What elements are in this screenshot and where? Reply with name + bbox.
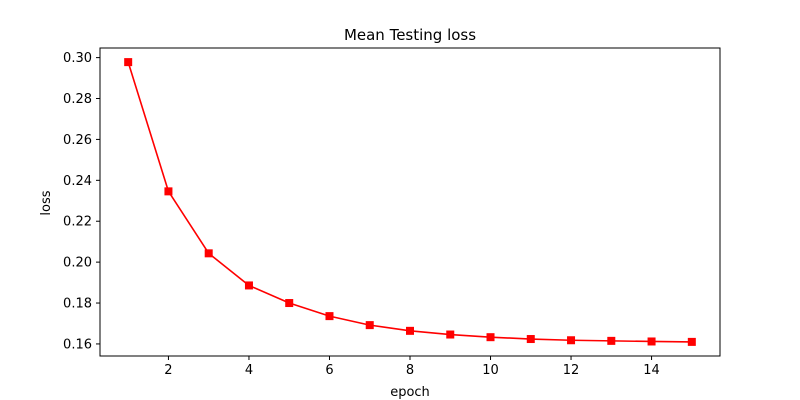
y-tick-label: 0.26 <box>63 133 92 148</box>
y-tick-label: 0.28 <box>63 92 92 107</box>
x-tick-label: 12 <box>563 363 580 378</box>
x-axis-label: epoch <box>390 385 430 400</box>
data-point-marker <box>124 58 133 67</box>
data-point-marker <box>285 299 294 308</box>
x-axis-ticks: 2 4 6 8 10 12 14 <box>164 356 660 378</box>
data-point-marker <box>486 333 495 342</box>
data-point-marker <box>647 337 656 346</box>
data-point-marker <box>244 281 253 290</box>
data-point-marker <box>204 249 213 258</box>
y-tick-label: 0.16 <box>63 337 92 352</box>
x-tick-label: 4 <box>245 363 253 378</box>
y-tick-label: 0.22 <box>63 215 92 230</box>
x-tick-label: 2 <box>164 363 172 378</box>
y-tick-label: 0.30 <box>63 51 92 66</box>
data-point-marker <box>526 335 535 344</box>
data-point-marker <box>567 336 576 345</box>
x-tick-label: 8 <box>406 363 414 378</box>
y-tick-label: 0.24 <box>63 174 92 189</box>
data-point-marker <box>365 321 374 330</box>
y-tick-label: 0.20 <box>63 256 92 271</box>
data-point-marker <box>446 330 455 339</box>
data-point-marker <box>607 336 616 345</box>
series-layer <box>124 58 696 346</box>
y-tick-label: 0.18 <box>63 297 92 312</box>
x-tick-label: 6 <box>325 363 333 378</box>
x-tick-label: 10 <box>482 363 499 378</box>
data-point-marker <box>406 326 414 335</box>
data-point-marker <box>164 187 173 196</box>
chart-title: Mean Testing loss <box>344 26 476 44</box>
y-axis-label: loss <box>39 190 54 215</box>
data-point-marker <box>687 337 696 346</box>
x-tick-label: 14 <box>643 363 660 378</box>
y-axis-ticks: 0.16 0.18 0.20 0.22 0.24 0.26 0.28 0.30 <box>63 51 100 352</box>
data-point-marker <box>325 312 334 321</box>
